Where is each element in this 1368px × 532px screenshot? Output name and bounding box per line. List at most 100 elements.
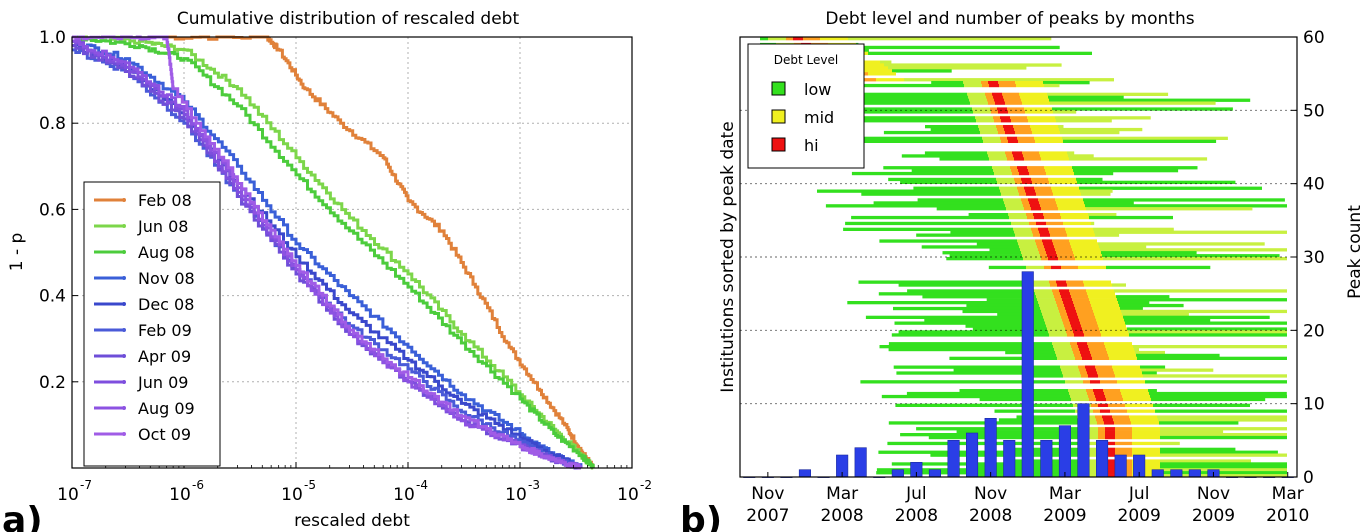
heatmap-cell [1098,374,1115,378]
heatmap-cell [1021,198,1028,202]
heatmap-cell [1027,116,1055,120]
heatmap-cell [1033,213,1043,217]
heatmap-cell [1076,309,1093,314]
heatmap-cell [888,347,1054,352]
heatmap-cell [1086,289,1114,293]
heatmap-cell [803,37,820,41]
heatmap-cell [1079,347,1089,352]
series-line-feb-08 [150,35,595,469]
heatmap-cell [878,292,1035,296]
heatmap-cell [1080,371,1087,375]
x-tick-exponent: -3 [528,478,540,492]
heatmap-cell [1071,324,1081,328]
x-tick-year: 2009 [1118,506,1161,526]
panel-b-title: Debt level and number of peaks by months [825,9,1194,29]
heatmap-cell [1106,397,1123,402]
peak-count-bar [1188,469,1201,478]
heatmap-cell [1010,166,1017,170]
heatmap-cell [1022,101,1050,105]
heatmap-cell [1060,292,1070,296]
heatmap-cell [1115,441,1132,446]
heatmap-cell [1142,371,1157,375]
heatmap-cell [1087,342,1104,346]
heatmap-cell [825,204,1005,208]
legend-entry: Feb 08 [94,191,192,210]
heatmap-cell [1049,98,1251,102]
heatmap-cell [1016,415,1077,419]
heatmap-cell [1092,306,1120,311]
heatmap-cell [1105,394,1122,399]
heatmap-cell [966,303,1039,308]
heatmap-cell [1159,421,1239,425]
heatmap-cell [997,127,1004,132]
heatmap-cell [1040,233,1050,237]
x-tick-year: 2008 [820,506,863,526]
heatmap-cell [1160,453,1287,457]
heatmap-cell [1115,447,1132,451]
heatmap-cell [1072,327,1082,331]
heatmap-cell [1018,169,1028,173]
heatmap-cell [1118,301,1150,305]
heatmap-cell [1057,254,1074,258]
legend-marker [122,276,126,280]
heatmap-cell [1027,215,1034,220]
heatmap-cell [1089,215,1173,220]
heatmap-cell [1031,207,1041,211]
peak-count-bar [1058,425,1071,478]
heatmap-cell [1095,233,1120,237]
heatmap-cell [1094,312,1122,316]
heatmap-cell [887,441,1080,446]
heatmap-cell [930,127,979,132]
x-tick-month: Jul [905,484,927,504]
heatmap-cell [1105,435,1115,440]
heatmap-cell [986,298,1037,302]
heatmap-cell [1119,303,1184,308]
heatmap-cell [1079,368,1086,372]
x-tick-year: 2008 [895,506,938,526]
heatmap-cell [1092,356,1109,360]
heatmap-cell [1043,213,1060,217]
heatmap-cell [1048,330,1066,334]
heatmap-cell [880,60,892,64]
heatmap-cell [1062,371,1080,375]
heatmap-cell [1034,215,1044,220]
heatmap-cell [1095,365,1112,369]
heatmap-cell [1034,136,1062,140]
heatmap-cell [1093,309,1121,314]
heatmap-cell [1085,365,1095,369]
heatmap-cell [1006,154,1013,158]
peak-count-bar [1151,469,1164,478]
heatmap-cell [992,92,1002,96]
heatmap-cell [1004,201,1022,205]
heatmap-cell [1123,397,1151,402]
heatmap-cell [1132,465,1160,469]
heatmap-cell [860,66,888,70]
heatmap-cell [1072,298,1089,302]
x-tick-year: 2008 [969,506,1012,526]
heatmap-cell [990,107,997,111]
heatmap-cell [1043,242,1053,246]
heatmap-cell [1114,421,1131,425]
heatmap-cell [1053,242,1070,246]
series-line-aug-08 [72,35,595,469]
heatmap-cell [1077,342,1087,346]
heatmap-cell [1008,213,1026,217]
x-tick-month: Nov [1197,484,1230,504]
legend-entry: Jun 09 [94,373,188,392]
heatmap-cell [916,427,1080,431]
heatmap-cell [1160,474,1287,478]
heatmap-cell [1125,403,1153,407]
heatmap-cell [1050,233,1067,237]
heatmap-cell [956,430,1080,434]
heatmap-cell [1041,207,1058,211]
heatmap-cell [1030,125,1058,129]
legend-marker [122,224,126,228]
heatmap-cell [1029,201,1039,205]
heatmap-cell [1024,157,1041,161]
heatmap-cell [1063,321,1070,325]
heatmap-cell [1086,207,1253,211]
heatmap-cell [963,81,981,85]
heatmap-cell [1078,315,1095,319]
heatmap-cell [1124,318,1211,322]
